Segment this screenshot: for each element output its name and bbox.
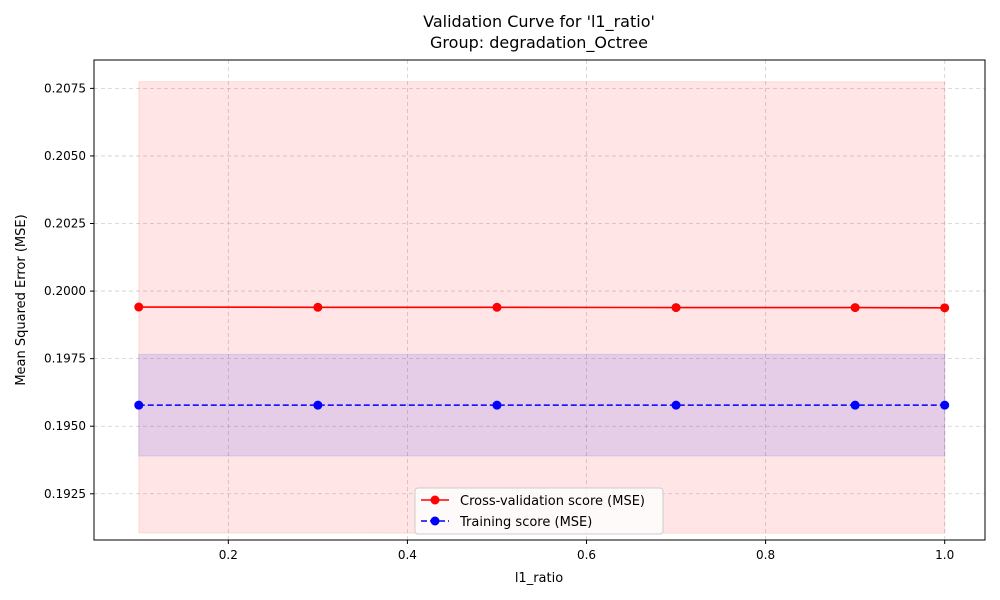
legend-marker-train: [430, 516, 440, 526]
y-tick-label: 0.1925: [44, 487, 86, 501]
y-tick-label: 0.1975: [44, 352, 86, 366]
y-tick-label: 0.2025: [44, 217, 86, 231]
y-tick-label: 0.1950: [44, 419, 86, 433]
chart-title: Validation Curve for 'l1_ratio': [423, 12, 655, 32]
x-tick-label: 0.8: [756, 548, 775, 562]
legend-box: [414, 487, 664, 535]
training-score-point: [850, 400, 860, 410]
y-tick-label: 0.2050: [44, 149, 86, 163]
cv-score-point: [134, 302, 144, 312]
y-axis-ticks: 0.1925 0.1950 0.1975 0.2000 0.2025 0.2050 0.20…: [44, 81, 94, 501]
chart-subtitle: Group: degradation_Octree: [430, 33, 648, 53]
legend-label-cv: Cross-validation score (MSE): [460, 494, 645, 509]
legend-label-train: Training score (MSE): [459, 515, 592, 530]
legend: Cross-validation score (MSE) Training sc…: [414, 487, 664, 535]
grid: [94, 60, 985, 540]
plot-frame: [93, 59, 986, 541]
legend-marker-cv: [430, 495, 440, 505]
cv-score-point: [313, 302, 323, 312]
x-tick-label: 0.4: [398, 548, 417, 562]
training-score-point: [134, 400, 144, 410]
cv-score-line: [138, 306, 945, 309]
cv-score-point: [492, 302, 502, 312]
training-score-point: [940, 400, 950, 410]
y-tick-label: 0.2075: [44, 81, 86, 95]
training-score-point: [671, 400, 681, 410]
x-tick-label: 0.6: [577, 548, 596, 562]
y-tick-label: 0.2000: [44, 284, 86, 298]
training-score-band: [138, 353, 946, 457]
series-lines: [138, 306, 945, 406]
cv-score-point: [940, 303, 950, 313]
x-axis-label: l1_ratio: [515, 571, 563, 586]
x-axis-ticks: 0.2 0.4 0.6 0.8 1.0: [219, 540, 954, 562]
series-markers: [134, 302, 950, 410]
training-score-point: [313, 400, 323, 410]
cv-score-point: [671, 303, 681, 313]
cv-score-point: [850, 303, 860, 313]
y-axis-label: Mean Squared Error (MSE): [14, 214, 29, 385]
x-tick-label: 0.2: [219, 548, 238, 562]
x-tick-label: 1.0: [935, 548, 954, 562]
training-score-point: [492, 400, 502, 410]
